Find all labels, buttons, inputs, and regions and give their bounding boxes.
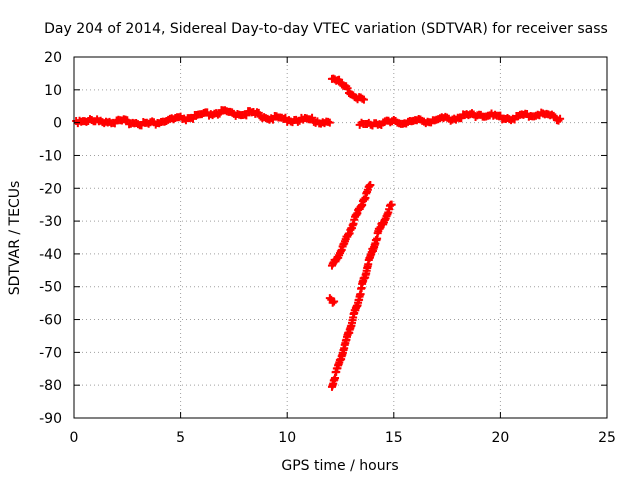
y-tick-label: -90 bbox=[39, 411, 62, 427]
y-axis-label: SDTVAR / TECUs bbox=[7, 181, 23, 296]
data-point bbox=[325, 118, 334, 127]
data-point bbox=[549, 111, 558, 120]
y-tick-label: -40 bbox=[39, 247, 62, 263]
y-tick-label: 10 bbox=[44, 83, 62, 99]
y-tick-label: -70 bbox=[39, 345, 62, 361]
y-tick-label: -30 bbox=[39, 214, 62, 230]
chart-title: Day 204 of 2014, Sidereal Day-to-day VTE… bbox=[44, 21, 608, 37]
data-point bbox=[308, 113, 317, 122]
grid-lines bbox=[74, 57, 607, 418]
data-point bbox=[330, 297, 339, 306]
y-tick-label: 20 bbox=[44, 50, 62, 66]
x-tick-label: 25 bbox=[598, 430, 616, 446]
x-axis-label: GPS time / hours bbox=[281, 458, 398, 474]
y-tick-label: 0 bbox=[53, 116, 62, 132]
y-tick-label: -60 bbox=[39, 313, 62, 329]
x-tick-label: 5 bbox=[176, 430, 185, 446]
data-point bbox=[242, 111, 251, 120]
data-point bbox=[387, 200, 396, 209]
data-point bbox=[556, 114, 565, 123]
y-tick-label: -10 bbox=[39, 148, 62, 164]
y-tick-label: -50 bbox=[39, 280, 62, 296]
data-point bbox=[343, 84, 352, 93]
plot-frame bbox=[73, 56, 608, 419]
data-point bbox=[359, 95, 368, 104]
data-point bbox=[328, 298, 337, 307]
x-tick-label: 10 bbox=[278, 430, 296, 446]
data-point bbox=[366, 180, 375, 189]
axis-ticks: 0 5 10 15 20 25 20 10 0 -10 -20 -30 -40 -50 -60 -70 -80 -… bbox=[39, 50, 616, 446]
y-tick-label: -80 bbox=[39, 378, 62, 394]
data-point bbox=[325, 294, 334, 303]
y-tick-label: -20 bbox=[39, 181, 62, 197]
x-tick-label: 15 bbox=[385, 430, 403, 446]
x-tick-label: 20 bbox=[491, 430, 509, 446]
data-points bbox=[72, 74, 565, 391]
x-tick-label: 0 bbox=[70, 430, 79, 446]
